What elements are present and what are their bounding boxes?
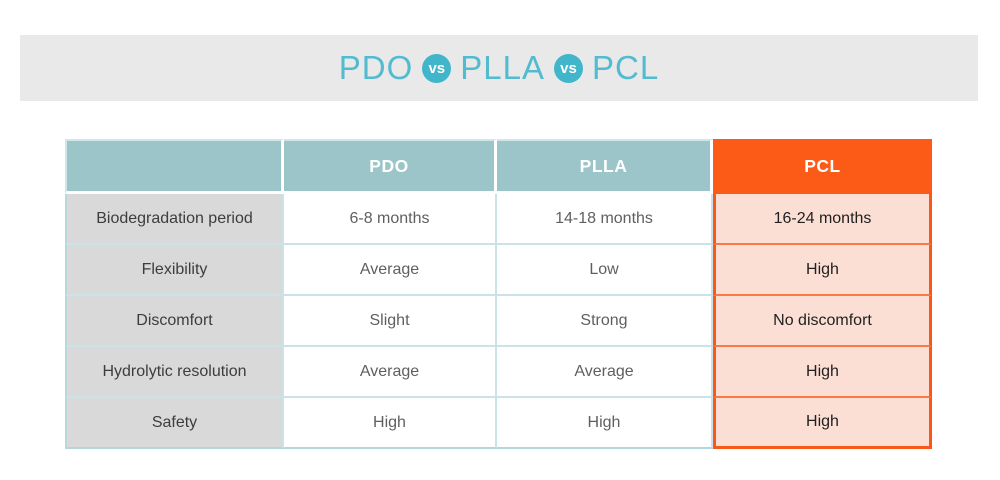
header-empty <box>65 139 284 194</box>
cell-pcl: High <box>713 398 932 449</box>
title-part-pdo: PDO <box>338 49 414 86</box>
cell-pdo: 6-8 months <box>284 194 497 245</box>
comparison-table: PDO PLLA PCL Biodegradation period 6-8 m… <box>65 139 932 449</box>
header-pcl: PCL <box>713 139 932 194</box>
cell-plla: Low <box>497 245 713 296</box>
cell-plla: Strong <box>497 296 713 347</box>
cell-pcl: High <box>713 245 932 296</box>
page-title: PDO vs PLLA vs PCL <box>339 49 659 87</box>
cell-plla: High <box>497 398 713 449</box>
cell-pdo: Slight <box>284 296 497 347</box>
cell-pdo: Average <box>284 245 497 296</box>
header-plla: PLLA <box>497 139 713 194</box>
vs-badge-icon: vs <box>422 53 452 83</box>
cell-pdo: Average <box>284 347 497 398</box>
title-part-plla: PLLA <box>460 49 546 86</box>
cell-plla: Average <box>497 347 713 398</box>
title-part-pcl: PCL <box>592 49 660 86</box>
header-pdo: PDO <box>284 139 497 194</box>
cell-pcl: No discomfort <box>713 296 932 347</box>
row-label: Discomfort <box>65 296 284 347</box>
row-label: Safety <box>65 398 284 449</box>
cell-plla: 14-18 months <box>497 194 713 245</box>
vs-badge-icon: vs <box>554 53 584 83</box>
title-banner: PDO vs PLLA vs PCL <box>20 35 978 101</box>
cell-pcl: High <box>713 347 932 398</box>
cell-pcl: 16-24 months <box>713 194 932 245</box>
row-label: Flexibility <box>65 245 284 296</box>
row-label: Hydrolytic resolution <box>65 347 284 398</box>
cell-pdo: High <box>284 398 497 449</box>
row-label: Biodegradation period <box>65 194 284 245</box>
